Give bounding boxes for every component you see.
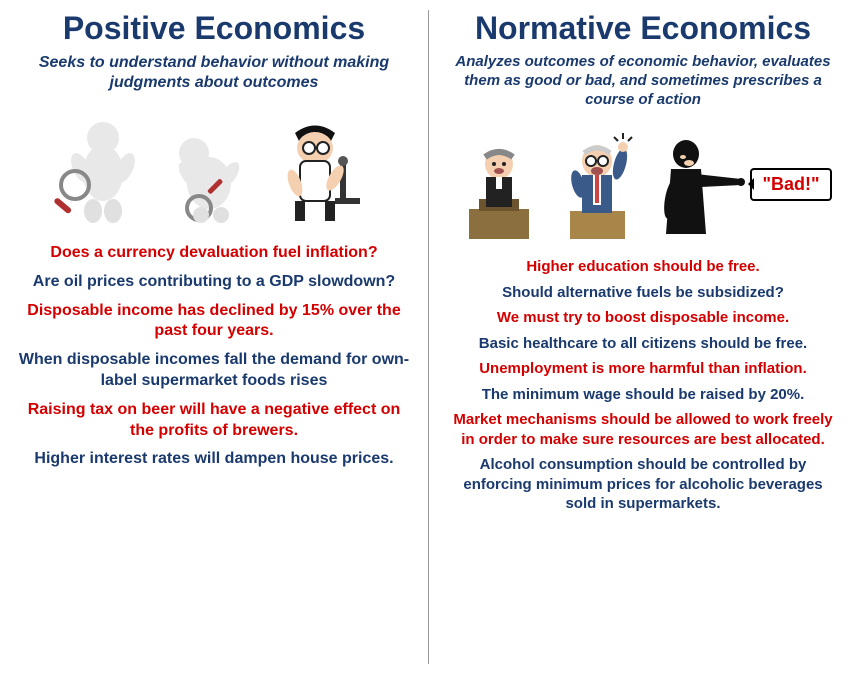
statement: Basic healthcare to all citizens should …: [447, 334, 839, 354]
normative-subtitle: Analyzes outcomes of economic behavior, …: [447, 53, 839, 109]
magnifier-figure-1-icon: [53, 113, 153, 223]
statement: Disposable income has declined by 15% ov…: [18, 301, 410, 343]
microscope-figure-icon: [265, 113, 375, 223]
normative-illustration: "Bad!": [447, 119, 839, 239]
politician-figure-icon: [550, 129, 645, 239]
statement: Unemployment is more harmful than inflat…: [447, 359, 839, 379]
statement: Does a currency devaluation fuel inflati…: [18, 243, 410, 264]
statement: Alcohol consumption should be controlled…: [447, 455, 839, 514]
positive-economics-column: Positive Economics Seeks to understand b…: [0, 0, 428, 674]
statement: Market mechanisms should be allowed to w…: [447, 410, 839, 449]
statement: When disposable incomes fall the demand …: [18, 350, 410, 392]
priest-figure-icon: [454, 129, 544, 239]
normative-statements: Higher education should be free. Should a…: [447, 251, 839, 520]
statement: Higher education should be free.: [447, 257, 839, 277]
positive-statements: Does a currency devaluation fuel inflati…: [18, 235, 410, 478]
statement: Are oil prices contributing to a GDP slo…: [18, 272, 410, 293]
pointing-figure-icon: [651, 129, 746, 239]
positive-illustration: [18, 103, 410, 223]
normative-economics-column: Normative Economics Analyzes outcomes of…: [429, 0, 857, 674]
speech-bubble: "Bad!": [750, 168, 831, 201]
positive-title: Positive Economics: [18, 10, 410, 47]
statement: Should alternative fuels be subsidized?: [447, 283, 839, 303]
normative-title: Normative Economics: [447, 10, 839, 47]
positive-subtitle: Seeks to understand behavior without mak…: [18, 53, 410, 93]
magnifier-figure-2-icon: [159, 113, 259, 223]
statement: We must try to boost disposable income.: [447, 308, 839, 328]
statement: The minimum wage should be raised by 20%…: [447, 385, 839, 405]
statement: Raising tax on beer will have a negative…: [18, 400, 410, 442]
statement: Higher interest rates will dampen house …: [18, 449, 410, 470]
comparison-container: Positive Economics Seeks to understand b…: [0, 0, 857, 674]
